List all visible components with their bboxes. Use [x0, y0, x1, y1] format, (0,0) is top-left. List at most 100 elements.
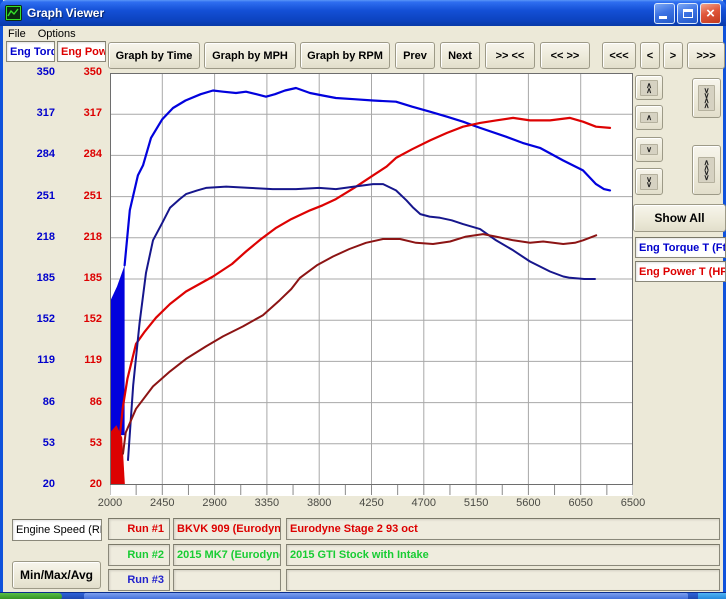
y-tick-power-251: 251 — [83, 189, 102, 202]
maximize-icon — [683, 8, 693, 18]
compress-x-button[interactable]: >> << — [485, 42, 535, 69]
y-tick-torque-119: 119 — [37, 354, 55, 367]
maximize-button[interactable] — [677, 2, 698, 24]
minimize-button[interactable] — [654, 2, 675, 24]
expand-y-button[interactable]: ∧ ∧ ∨ ∨ — [692, 145, 721, 195]
down-chevron-icon: ∨ — [703, 86, 710, 95]
run-1-eng-power-hp--curve — [118, 116, 612, 437]
x-tick-3350: 3350 — [254, 497, 280, 509]
title-bar: Graph Viewer × — [0, 0, 726, 26]
y-tick-power-152: 152 — [83, 313, 102, 326]
close-button[interactable]: × — [700, 2, 721, 24]
y-tick-torque-284: 284 — [36, 148, 55, 161]
menu-options[interactable]: Options — [37, 27, 76, 40]
legend-item-torque[interactable]: Eng Torque T (Ft-lbs) — [635, 237, 726, 258]
run-2-name-field[interactable]: 2015 MK7 (Eurodyne, E — [173, 544, 281, 566]
torque-axis-field: Eng Torque — [6, 41, 55, 62]
x-tick-2900: 2900 — [202, 497, 227, 509]
y-tick-torque-86: 86 — [42, 395, 55, 408]
x-tick-5600: 5600 — [516, 497, 541, 509]
x-tick-6050: 6050 — [568, 497, 593, 509]
y-tick-power-185: 185 — [83, 272, 102, 284]
menu-bar: File Options — [3, 26, 723, 41]
scale-down-button[interactable]: ∨ — [635, 137, 663, 162]
y-tick-power-53: 53 — [89, 436, 102, 449]
down-chevron-icon: ∨ — [703, 91, 710, 100]
taskbar-window-button[interactable] — [84, 593, 688, 599]
x-tick-4250: 4250 — [359, 497, 384, 509]
run-2-label: Run #2 — [108, 544, 170, 566]
up-chevron-icon: ∧ — [646, 113, 652, 122]
y-tick-torque-218: 218 — [36, 230, 55, 243]
scale-up-button[interactable]: ∧ — [635, 105, 663, 130]
graph-by-mph-button[interactable]: Graph by MPH — [204, 42, 296, 69]
x-tick-3800: 3800 — [306, 497, 332, 509]
run-3-description-field[interactable] — [286, 569, 720, 591]
run-1-eng-torque-ft-lbs--curve — [123, 86, 612, 267]
y-tick-torque-317: 317 — [36, 107, 55, 120]
start-button[interactable] — [0, 593, 62, 599]
engine-speed-field[interactable]: Engine Speed (RPM) — [12, 519, 102, 541]
show-all-button[interactable]: Show All — [633, 204, 726, 232]
x-tick-2450: 2450 — [150, 497, 175, 509]
menu-file[interactable]: File — [8, 27, 26, 40]
expand-x-button[interactable]: << >> — [540, 42, 590, 69]
pan-far-left-button[interactable]: <<< — [602, 42, 636, 69]
y-tick-power-284: 284 — [83, 148, 102, 161]
compress-y-button[interactable]: ∨ ∨ ∧ ∧ — [692, 78, 721, 118]
up-chevron-icon: ∧ — [703, 96, 710, 105]
up-chevron-icon: ∧ — [703, 163, 710, 172]
close-icon: × — [706, 4, 715, 22]
torque-start-envelope — [110, 265, 125, 436]
window-title: Graph Viewer — [27, 6, 105, 20]
run-1-name-field[interactable]: BKVK 909 (Eurodyne, I — [173, 518, 281, 540]
y-tick-power-317: 317 — [83, 107, 102, 120]
x-tick-5150: 5150 — [463, 497, 489, 509]
pan-left-button[interactable]: < — [640, 42, 660, 69]
pan-far-right-button[interactable]: >>> — [687, 42, 725, 69]
taskbar — [0, 592, 726, 599]
scale-up-fast-button[interactable]: ∧ ∧ — [635, 75, 663, 100]
run-3-name-field[interactable] — [173, 569, 281, 591]
dyno-chart — [109, 73, 634, 497]
min-max-avg-button[interactable]: Min/Max/Avg — [12, 561, 101, 589]
y-tick-torque-152: 152 — [36, 313, 55, 326]
y-tick-power-350: 350 — [83, 66, 102, 78]
y-tick-torque-20: 20 — [42, 478, 55, 490]
graph-by-rpm-button[interactable]: Graph by RPM — [300, 42, 390, 69]
down-chevron-icon: ∨ — [703, 173, 710, 182]
power-axis-field: Eng Power — [57, 41, 106, 62]
prev-button[interactable]: Prev — [395, 42, 435, 69]
y-tick-power-119: 119 — [84, 354, 102, 367]
y-tick-power-20: 20 — [89, 478, 102, 490]
app-icon — [5, 5, 22, 21]
run-1-description-field[interactable]: Eurodyne Stage 2 93 oct — [286, 518, 720, 540]
run-3-label: Run #3 — [108, 569, 170, 591]
legend-item-power[interactable]: Eng Power T (HP) — [635, 261, 726, 282]
x-tick-4700: 4700 — [411, 497, 437, 509]
y-tick-torque-185: 185 — [36, 272, 55, 284]
scale-down-fast-button[interactable]: ∨ ∨ — [635, 168, 663, 195]
run-2-eng-power-hp--curve — [122, 233, 598, 455]
down-chevron-icon: ∨ — [703, 168, 710, 177]
x-tick-2000: 2000 — [97, 497, 123, 509]
up-chevron-icon: ∧ — [703, 158, 710, 167]
graph-by-time-button[interactable]: Graph by Time — [108, 42, 200, 69]
system-tray — [698, 593, 726, 599]
power-start-envelope — [110, 425, 125, 485]
run-2-eng-torque-ft-lbs--curve — [127, 183, 596, 461]
y-tick-power-86: 86 — [89, 395, 102, 408]
up-chevron-icon: ∧ — [703, 101, 710, 110]
next-button[interactable]: Next — [440, 42, 480, 69]
down-chevron-icon: ∨ — [646, 174, 652, 184]
y-tick-torque-53: 53 — [42, 436, 55, 449]
y-tick-torque-251: 251 — [36, 189, 55, 202]
down-chevron-icon: ∨ — [646, 145, 652, 154]
run-1-label: Run #1 — [108, 518, 170, 540]
y-tick-torque-350: 350 — [36, 66, 55, 78]
pan-right-button[interactable]: > — [663, 42, 683, 69]
run-2-description-field[interactable]: 2015 GTI Stock with Intake — [286, 544, 720, 566]
up-chevron-icon: ∧ — [646, 80, 652, 90]
y-tick-power-218: 218 — [83, 230, 102, 243]
